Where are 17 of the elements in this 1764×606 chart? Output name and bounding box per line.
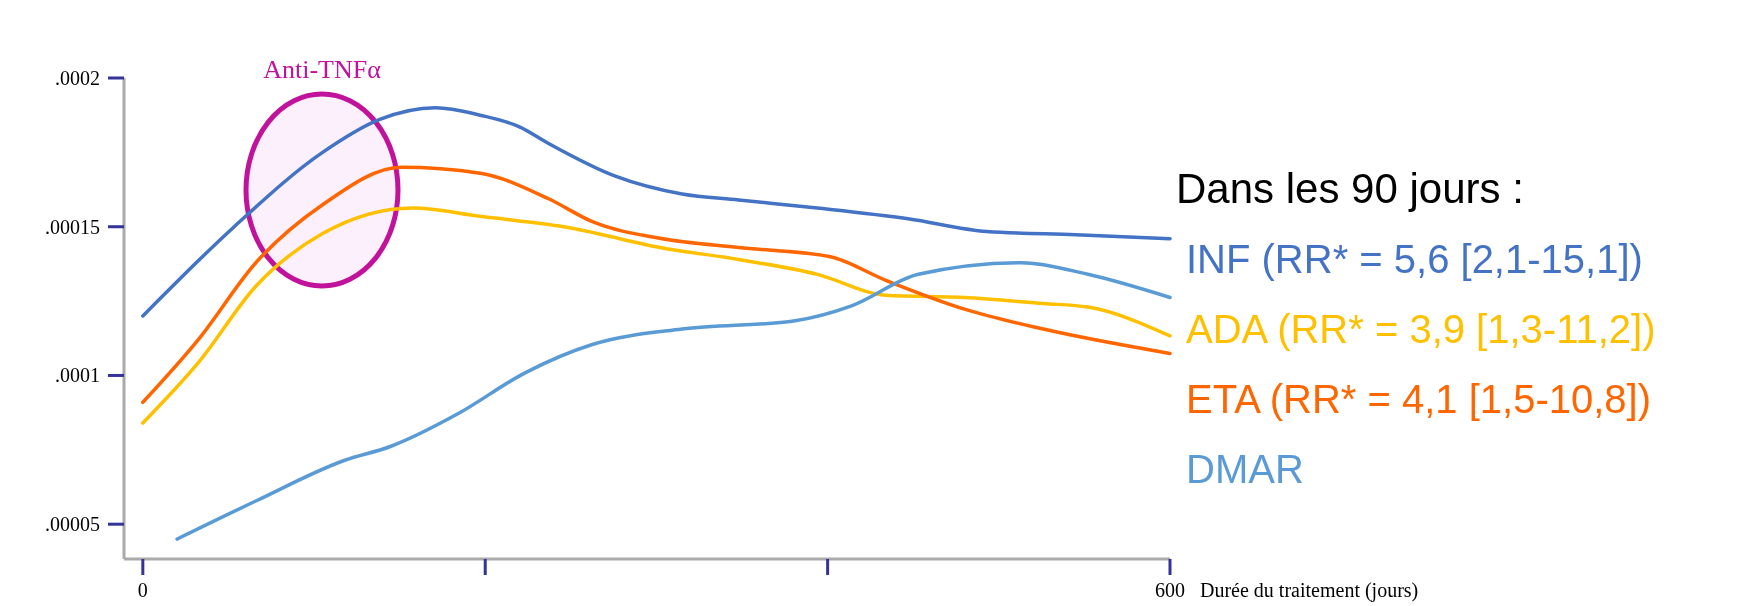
y-tick-label: .00015 [45,215,100,238]
y-tick-label: .0001 [55,364,100,387]
series-label: INF (RR* = 5,6 [2,1-15,1]) [1186,237,1643,281]
x-tick-label: 600 [1155,579,1185,601]
text: DMAR [1186,447,1304,491]
series-label: ADA (RR* = 3,9 [1,3-11,2]) [1186,307,1656,351]
series-label: ETA (RR* = 4,1 [1,5-10,8]) [1186,377,1652,421]
y-tick-label: .0002 [55,67,100,89]
x-tick-label: 0 [137,579,148,601]
line-series [141,206,1172,425]
line-series [175,260,1172,541]
x-axis-title: Durée du traitement (jours) [1200,579,1419,602]
y-tick-label: .00005 [45,513,100,536]
line-series [141,106,1172,318]
legend-title: Dans les 90 jours : [1176,165,1524,212]
line-series [141,165,1172,404]
annotation: Anti-TNFα [263,55,382,84]
